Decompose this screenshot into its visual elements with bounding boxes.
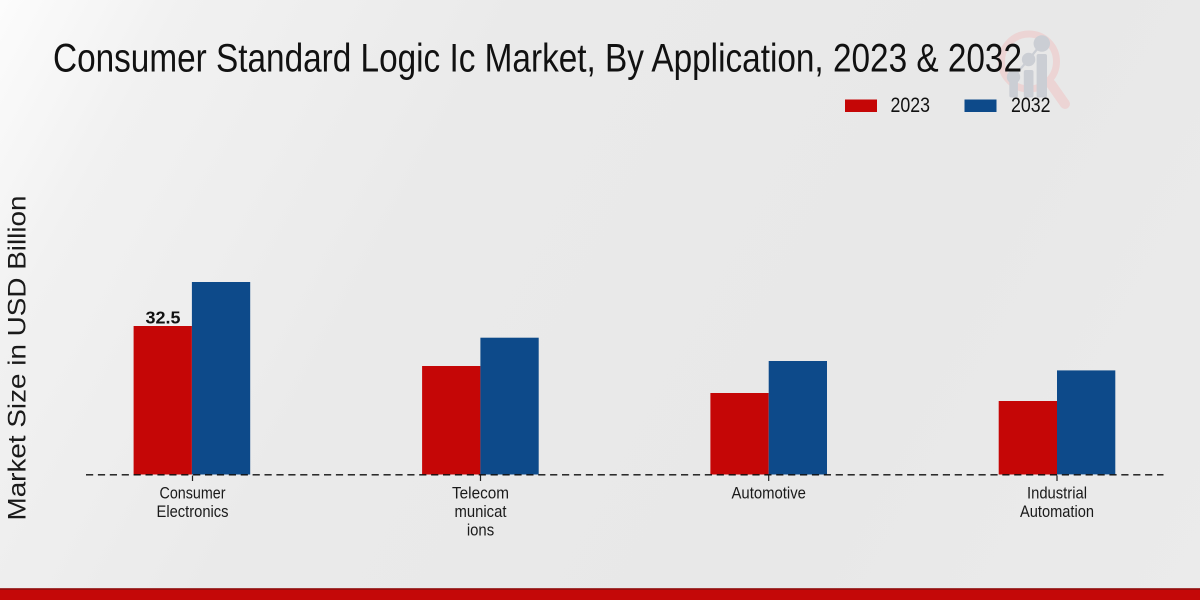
svg-text:Market Size in USD Billion: Market Size in USD Billion bbox=[4, 196, 32, 521]
svg-text:Automotive: Automotive bbox=[732, 484, 806, 503]
svg-text:2032: 2032 bbox=[1011, 93, 1051, 117]
svg-text:Consumer Standard Logic Ic Mar: Consumer Standard Logic Ic Market, By Ap… bbox=[53, 37, 1022, 81]
svg-text:2023: 2023 bbox=[891, 93, 931, 117]
svg-text:32.5: 32.5 bbox=[146, 308, 181, 328]
